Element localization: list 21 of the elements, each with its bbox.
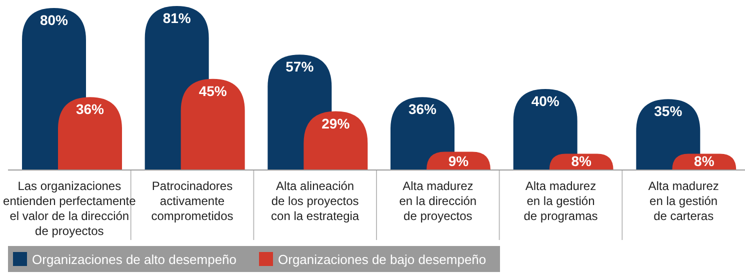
legend-label: Organizaciones de alto desempeño bbox=[32, 252, 237, 267]
data-label: 81% bbox=[162, 10, 192, 26]
data-label: 8% bbox=[571, 153, 592, 169]
data-label: 36% bbox=[408, 101, 438, 118]
data-label: 36% bbox=[76, 101, 105, 118]
x-tick-label: Alta madurez en la dirección de proyectos bbox=[399, 179, 477, 223]
data-label: 35% bbox=[654, 103, 683, 120]
data-label: 29% bbox=[322, 115, 350, 132]
data-label: 9% bbox=[448, 153, 470, 169]
data-label: 80% bbox=[40, 12, 69, 28]
data-label: 57% bbox=[286, 58, 314, 75]
x-tick-label: Patrocinadores activamente comprometidos bbox=[151, 179, 234, 223]
data-label: 40% bbox=[531, 93, 560, 110]
x-tick-label: Las organizaciones entienden perfectamente el valor de la dirección de proyectos bbox=[3, 179, 136, 238]
x-tick-label: Alta alineación de los proyectos con la estrategia bbox=[271, 179, 360, 223]
bar bbox=[180, 78, 245, 170]
x-tick-label: Alta madurez en la gestión de programas bbox=[524, 179, 598, 223]
x-tick-label: Alta madurez en la gestión de carteras bbox=[648, 179, 719, 223]
data-label: 8% bbox=[694, 153, 715, 169]
legend-label: Organizaciones de bajo desempeño bbox=[278, 252, 486, 267]
data-label: 45% bbox=[198, 82, 228, 99]
